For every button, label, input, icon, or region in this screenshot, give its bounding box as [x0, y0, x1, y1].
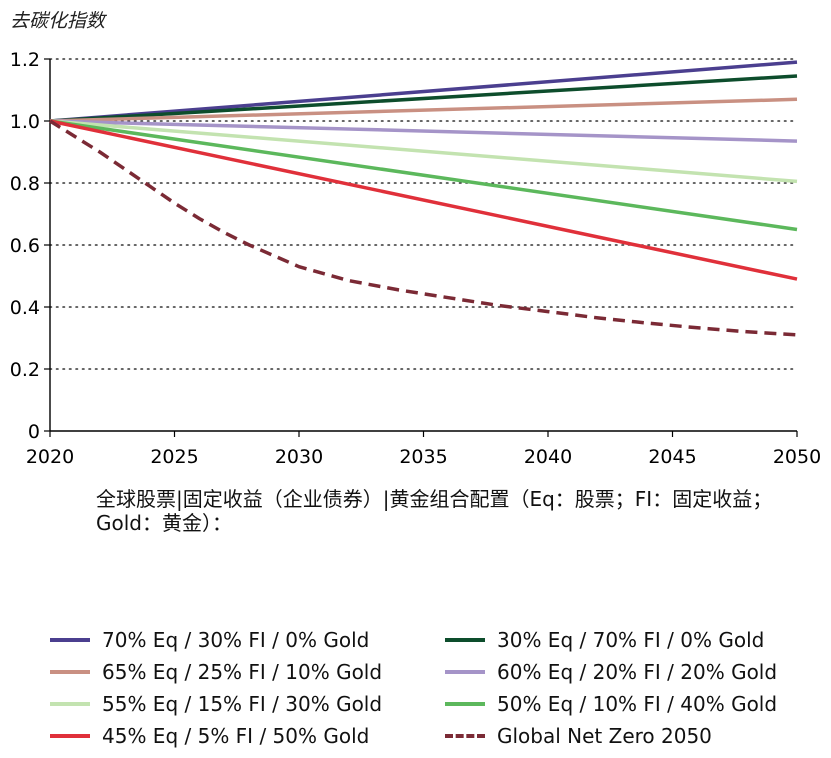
x-tick-label: 2040 [524, 446, 572, 468]
x-tick-labels: 2020 2025 2030 2035 2040 2045 2050 [26, 446, 821, 468]
legend-label: 65% Eq / 25% FI / 10% Gold [102, 660, 383, 684]
legend-item-5: 50% Eq / 10% FI / 40% Gold [445, 692, 777, 716]
legend-item-7: Global Net Zero 2050 [445, 724, 712, 748]
x-tick-label: 2030 [275, 446, 323, 468]
y-axis-title: 去碳化指数 [10, 10, 106, 32]
y-tick-label: 0.4 [10, 297, 40, 319]
grid-lines [49, 58, 798, 370]
legend-item-0: 70% Eq / 30% FI / 0% Gold [50, 628, 369, 652]
legend-label: 30% Eq / 70% FI / 0% Gold [497, 628, 765, 652]
legend-item-3: 60% Eq / 20% FI / 20% Gold [445, 660, 777, 684]
series-lines [49, 60, 798, 337]
series-line-5 [49, 119, 798, 232]
line-chart: 0 0.2 0.4 0.6 0.8 1.0 1.2 2020 2025 2030 2035 2040… [10, 49, 821, 468]
series-line-3 [49, 119, 798, 143]
series-line-1 [49, 74, 798, 123]
x-axis-caption: 全球股票|固定收益（企业债券）|黄金组合配置（Eq：股票；FI：固定收益；Gol… [96, 487, 773, 535]
legend-label: 70% Eq / 30% FI / 0% Gold [102, 628, 370, 652]
legend-item-6: 45% Eq / 5% FI / 50% Gold [50, 724, 369, 748]
y-tick-label: 0.2 [10, 359, 40, 381]
legend-swatch [50, 702, 90, 706]
x-tick-label: 2050 [773, 446, 821, 468]
series-line-7 [49, 119, 798, 337]
legend-item-4: 55% Eq / 15% FI / 30% Gold [50, 692, 382, 716]
y-tick-label: 1.2 [10, 49, 40, 71]
legend-swatch [50, 734, 90, 738]
legend-label: 50% Eq / 10% FI / 40% Gold [497, 692, 778, 716]
legend-swatch [445, 638, 485, 642]
legend-label: 45% Eq / 5% FI / 50% Gold [102, 724, 370, 748]
x-tick-label: 2020 [26, 446, 74, 468]
y-tick-label: 0 [28, 421, 40, 443]
legend-swatch [50, 670, 90, 674]
series-line-2 [49, 97, 798, 123]
y-tick-label: 1.0 [10, 111, 40, 133]
legend-swatch [445, 670, 485, 674]
legend-swatch [445, 734, 485, 738]
legend-label: 60% Eq / 20% FI / 20% Gold [497, 660, 778, 684]
legend-swatch [50, 638, 90, 642]
x-tick-label: 2045 [648, 446, 696, 468]
legend-label: 55% Eq / 15% FI / 30% Gold [102, 692, 383, 716]
y-tick-labels: 0 0.2 0.4 0.6 0.8 1.0 1.2 [10, 49, 40, 443]
legend-item-1: 30% Eq / 70% FI / 0% Gold [445, 628, 764, 652]
series-line-6 [49, 119, 798, 281]
y-tick-label: 0.6 [10, 235, 40, 257]
series-line-0 [49, 60, 798, 123]
x-tick-label: 2025 [150, 446, 198, 468]
series-line-4 [49, 119, 798, 184]
legend-item-2: 65% Eq / 25% FI / 10% Gold [50, 660, 382, 684]
y-tick-label: 0.8 [10, 173, 40, 195]
legend-label: Global Net Zero 2050 [497, 724, 712, 748]
legend-swatch [445, 702, 485, 706]
x-tick-label: 2035 [399, 446, 447, 468]
